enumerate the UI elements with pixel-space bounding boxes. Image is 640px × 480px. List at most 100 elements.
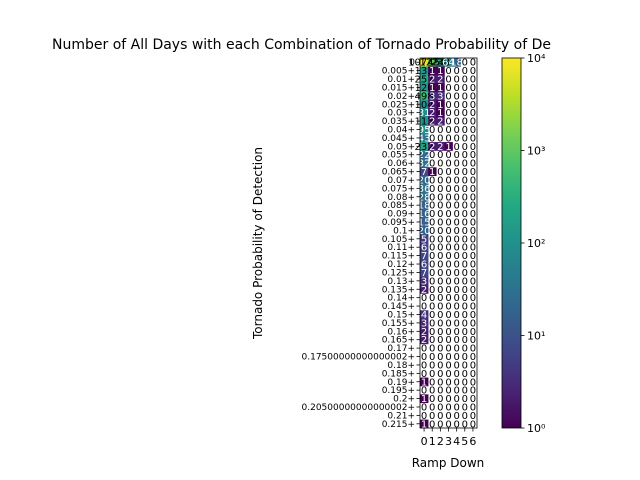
- cell-value-label: 5: [421, 234, 427, 245]
- heatmap-cell: [452, 58, 462, 67]
- cell-value-label: 0: [470, 125, 476, 136]
- cell-value-label: 1: [437, 108, 443, 119]
- x-tick-label: 2: [437, 435, 444, 448]
- cell-value-label: 0: [429, 260, 435, 271]
- y-tick-label: 0.16+: [387, 327, 415, 337]
- cell-value-label: 0: [453, 386, 459, 397]
- cell-value-label: 0: [437, 335, 443, 346]
- cell-value-label: 0: [470, 344, 476, 355]
- cell-value-label: 0: [470, 217, 476, 228]
- y-tick-label: 0.115+: [382, 252, 415, 262]
- cell-value-label: 0: [470, 243, 476, 254]
- heatmap-cell: [428, 116, 437, 126]
- cell-value-label: 0: [462, 369, 468, 380]
- cell-value-label: 81: [418, 108, 431, 119]
- cell-value-label: 0: [462, 327, 468, 338]
- cell-value-label: 0: [470, 310, 476, 321]
- cell-value-label: 0: [429, 318, 435, 329]
- cell-value-label: 0: [445, 352, 451, 363]
- cell-value-label: 0: [462, 243, 468, 254]
- y-tick-label: 0.045+: [382, 134, 415, 144]
- y-tick-label: 0.21+: [387, 411, 415, 421]
- cell-value-label: 0: [437, 201, 443, 212]
- cell-value-label: 0: [437, 268, 443, 279]
- cell-value-label: 7: [421, 251, 427, 262]
- cell-value-label: 0: [429, 293, 435, 304]
- cell-value-label: 0: [470, 209, 476, 220]
- cell-value-label: 0: [470, 66, 476, 77]
- heatmap-cell: [420, 394, 429, 404]
- heatmap-cell: [428, 100, 437, 109]
- cell-value-label: 0: [437, 352, 443, 363]
- heatmap-cell: [420, 226, 429, 235]
- cell-value-label: 0: [462, 150, 468, 161]
- heatmap-cell: [420, 318, 429, 328]
- cell-value-label: 0: [453, 150, 459, 161]
- cell-value-label: 0: [462, 201, 468, 212]
- cell-value-label: 0: [445, 159, 451, 170]
- heatmap-cell: [420, 158, 429, 168]
- cell-value-label: 0: [437, 302, 443, 313]
- cell-value-label: 0: [470, 377, 476, 388]
- cell-value-label: 0: [445, 184, 451, 195]
- cell-value-label: 2: [437, 142, 443, 153]
- cell-value-label: 0: [421, 360, 427, 371]
- cell-value-label: 0: [445, 360, 451, 371]
- cell-value-label: 0: [445, 377, 451, 388]
- y-tick-label: 0.04+: [387, 125, 415, 135]
- heatmap-cell: [420, 192, 429, 202]
- cell-value-label: 0: [437, 167, 443, 178]
- cell-value-label: 2: [429, 100, 435, 111]
- y-tick-label: 0.005+: [382, 67, 415, 77]
- cell-value-label: 0: [470, 201, 476, 212]
- cell-value-label: 0: [445, 386, 451, 397]
- heatmap-cells: [420, 58, 462, 429]
- cell-value-label: 0: [462, 344, 468, 355]
- heatmap-cell: [436, 83, 445, 92]
- y-tick-label: 0.165+: [382, 336, 415, 346]
- colorbar-tick-label: 10¹: [527, 330, 545, 343]
- cell-value-label: 0: [470, 117, 476, 128]
- cell-value-label: 0: [437, 318, 443, 329]
- cell-value-label: 0: [421, 369, 427, 380]
- cell-value-label: 0: [470, 192, 476, 203]
- cell-value-label: 0: [470, 133, 476, 144]
- cell-value-label: 0: [462, 159, 468, 170]
- heatmap-cell: [420, 91, 429, 101]
- cell-value-label: 2: [421, 335, 427, 346]
- cell-value-label: 0: [462, 217, 468, 228]
- cell-value-label: 2: [437, 117, 443, 128]
- cell-value-label: 0: [429, 276, 435, 287]
- heatmap-cell: [420, 175, 429, 185]
- cell-value-label: 0: [470, 167, 476, 178]
- y-tick-label: 0.07+: [387, 176, 415, 186]
- y-tick-label: 0.095+: [382, 218, 415, 228]
- cell-value-label: 0: [462, 386, 468, 397]
- cell-value-label: 0: [445, 327, 451, 338]
- cell-value-label: 1224: [419, 58, 444, 69]
- y-tick-label: 0.06+: [387, 159, 415, 169]
- cell-value-label: 3: [421, 276, 427, 287]
- cell-value-label: 2: [429, 117, 435, 128]
- cell-value-label: 0: [429, 268, 435, 279]
- cell-value-label: 0: [470, 386, 476, 397]
- cell-value-label: 1: [429, 66, 435, 77]
- cell-value-label: 0: [470, 150, 476, 161]
- colorbar-tick-label: 10³: [527, 145, 545, 158]
- cell-value-label: 0: [429, 394, 435, 405]
- cell-value-label: 0: [445, 335, 451, 346]
- cell-value-label: 0: [470, 234, 476, 245]
- cell-value-label: 0: [445, 108, 451, 119]
- y-tick-label: 0.1+: [393, 226, 415, 236]
- cell-value-label: 0: [470, 293, 476, 304]
- cell-value-label: 0: [429, 125, 435, 136]
- heatmap-cell: [420, 167, 429, 177]
- cell-value-label: 0: [470, 402, 476, 413]
- cell-value-label: 0: [453, 335, 459, 346]
- cell-value-label: 0: [445, 150, 451, 161]
- cell-value-label: 0: [462, 302, 468, 313]
- cell-value-label: 0: [470, 251, 476, 262]
- cell-value-label: 0: [453, 117, 459, 128]
- cell-value-label: 0: [453, 91, 459, 102]
- x-axis-label: Ramp Down: [412, 456, 485, 470]
